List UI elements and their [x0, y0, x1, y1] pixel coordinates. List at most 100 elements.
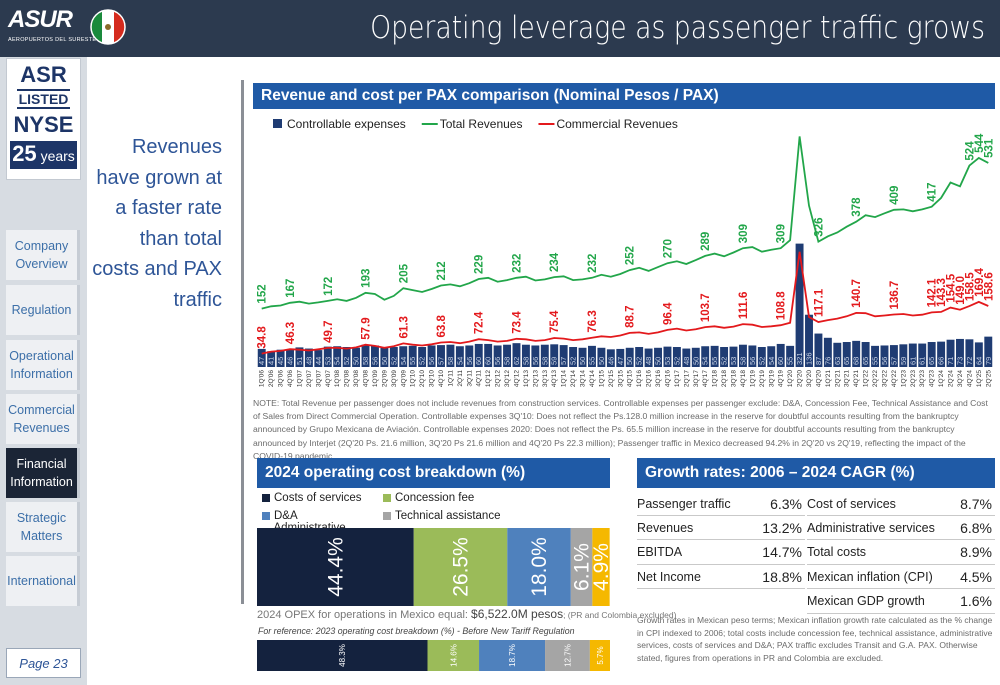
bar — [842, 342, 851, 367]
x-tick-label: 1Q'08 — [334, 370, 341, 388]
row-label: Total costs — [807, 545, 867, 560]
data-label: 53 — [729, 357, 738, 365]
bar — [578, 347, 587, 367]
nav-item[interactable]: Operational Information — [6, 340, 80, 390]
series-line — [261, 251, 989, 355]
data-label: 154.5 — [946, 273, 958, 302]
divider — [241, 80, 244, 604]
data-label: 54 — [701, 357, 710, 365]
nav-item[interactable]: Regulation — [6, 285, 80, 335]
data-label: 55 — [408, 357, 417, 365]
logo: ASUR — [8, 6, 73, 33]
nav-item[interactable]: Company Overview — [6, 230, 80, 280]
x-tick-label: 3Q'24 — [957, 370, 964, 388]
x-tick-label: 2Q'18 — [721, 370, 728, 388]
bar — [521, 344, 530, 367]
nav-item[interactable]: Commercial Revenues — [6, 394, 80, 444]
data-label: 88.7 — [625, 306, 637, 328]
x-tick-label: 3Q'06 — [278, 370, 285, 388]
data-label: 5.7% — [596, 646, 605, 664]
data-label: 59 — [899, 357, 908, 365]
data-label: 76 — [823, 357, 832, 365]
badge-years: 25 years — [10, 141, 77, 169]
bar-segment — [570, 528, 593, 606]
data-label: 57 — [437, 357, 446, 365]
x-tick-label: 4Q'18 — [740, 370, 747, 388]
x-tick-label: 2Q'19 — [759, 370, 766, 388]
data-label: 65 — [861, 357, 870, 365]
x-tick-label: 4Q'21 — [853, 370, 860, 388]
note-text: ; (PR and Colombia excluded) — [563, 610, 677, 620]
table-row: Net Income 18.8% — [637, 565, 805, 590]
data-label: 158.6 — [983, 272, 995, 301]
nav-item[interactable]: International — [6, 556, 80, 606]
data-label: 44 — [314, 357, 323, 365]
x-tick-label: 1Q'19 — [749, 370, 756, 388]
badge-text: years — [40, 148, 75, 164]
x-tick-label: 3Q'15 — [617, 370, 624, 388]
data-label: 73.4 — [511, 311, 523, 334]
bar-segment — [257, 528, 414, 606]
bar — [937, 341, 946, 367]
x-tick-label: 2Q'14 — [570, 370, 577, 388]
table-row: Total costs 8.9% — [807, 541, 995, 565]
data-label: 66 — [937, 357, 946, 365]
data-label: 60 — [474, 357, 483, 365]
legend-swatch — [383, 494, 391, 502]
bar — [965, 339, 974, 367]
data-label: 232 — [587, 254, 599, 273]
bar — [814, 333, 823, 367]
data-label: 52 — [342, 357, 351, 365]
bar — [455, 346, 464, 367]
x-tick-label: 2Q'06 — [268, 370, 275, 388]
x-tick-label: 1Q'22 — [863, 370, 870, 388]
badge-text: LISTED — [17, 89, 70, 109]
bar — [314, 350, 323, 367]
bar — [710, 345, 719, 367]
x-tick-label: 1Q'15 — [598, 370, 605, 388]
bar — [559, 345, 568, 367]
line-chart: Controllable expenses Total Revenues Comme… — [257, 117, 995, 388]
x-tick-label: 1Q'13 — [523, 370, 530, 388]
data-label: 140.7 — [851, 279, 863, 308]
data-label: 18.7% — [508, 644, 517, 667]
row-label: Mexican inflation (CPI) — [807, 569, 933, 584]
bar — [767, 346, 776, 367]
data-label: 59 — [550, 357, 559, 365]
bar-segment — [427, 640, 480, 671]
table-row: Cost of services 8.7% — [807, 492, 995, 516]
data-label: 53 — [663, 357, 672, 365]
data-label: 167 — [285, 279, 297, 298]
bar — [757, 347, 766, 367]
x-tick-label: 4Q'10 — [438, 370, 445, 388]
nav-item[interactable]: Financial Information — [6, 448, 80, 498]
x-tick-label: 3Q'08 — [353, 370, 360, 388]
bar — [465, 345, 474, 367]
data-label: 6.1% — [571, 543, 594, 591]
chart-title: For reference: 2023 operating cost break… — [258, 626, 575, 636]
x-tick-label: 4Q'16 — [664, 370, 671, 388]
bar — [644, 348, 653, 367]
x-tick-label: 1Q'09 — [372, 370, 379, 388]
x-tick-label: 3Q'18 — [731, 370, 738, 388]
bar — [569, 347, 578, 367]
lead-text: Revenues have grown at a faster rate tha… — [92, 136, 222, 311]
legend-item: Concession fee — [383, 489, 504, 507]
badge-text: 25 — [12, 141, 37, 166]
legend-label: Total Revenues — [440, 117, 523, 131]
bar-segment — [257, 640, 428, 671]
data-label: 136 — [805, 352, 814, 365]
bar — [654, 347, 662, 367]
bar — [276, 349, 285, 367]
bar — [823, 337, 832, 367]
data-label: 229 — [474, 255, 486, 274]
data-label: 14.6% — [449, 644, 458, 667]
bar — [295, 347, 304, 367]
x-tick-label: 2Q'21 — [834, 370, 841, 388]
data-label: 57 — [559, 357, 568, 365]
data-label: 87 — [814, 357, 823, 365]
data-label: 57 — [889, 357, 898, 365]
bar-segment — [479, 640, 546, 671]
logo-subtitle: AEROPUERTOS DEL SURESTE — [8, 37, 97, 43]
nav-item[interactable]: Strategic Matters — [6, 502, 80, 552]
